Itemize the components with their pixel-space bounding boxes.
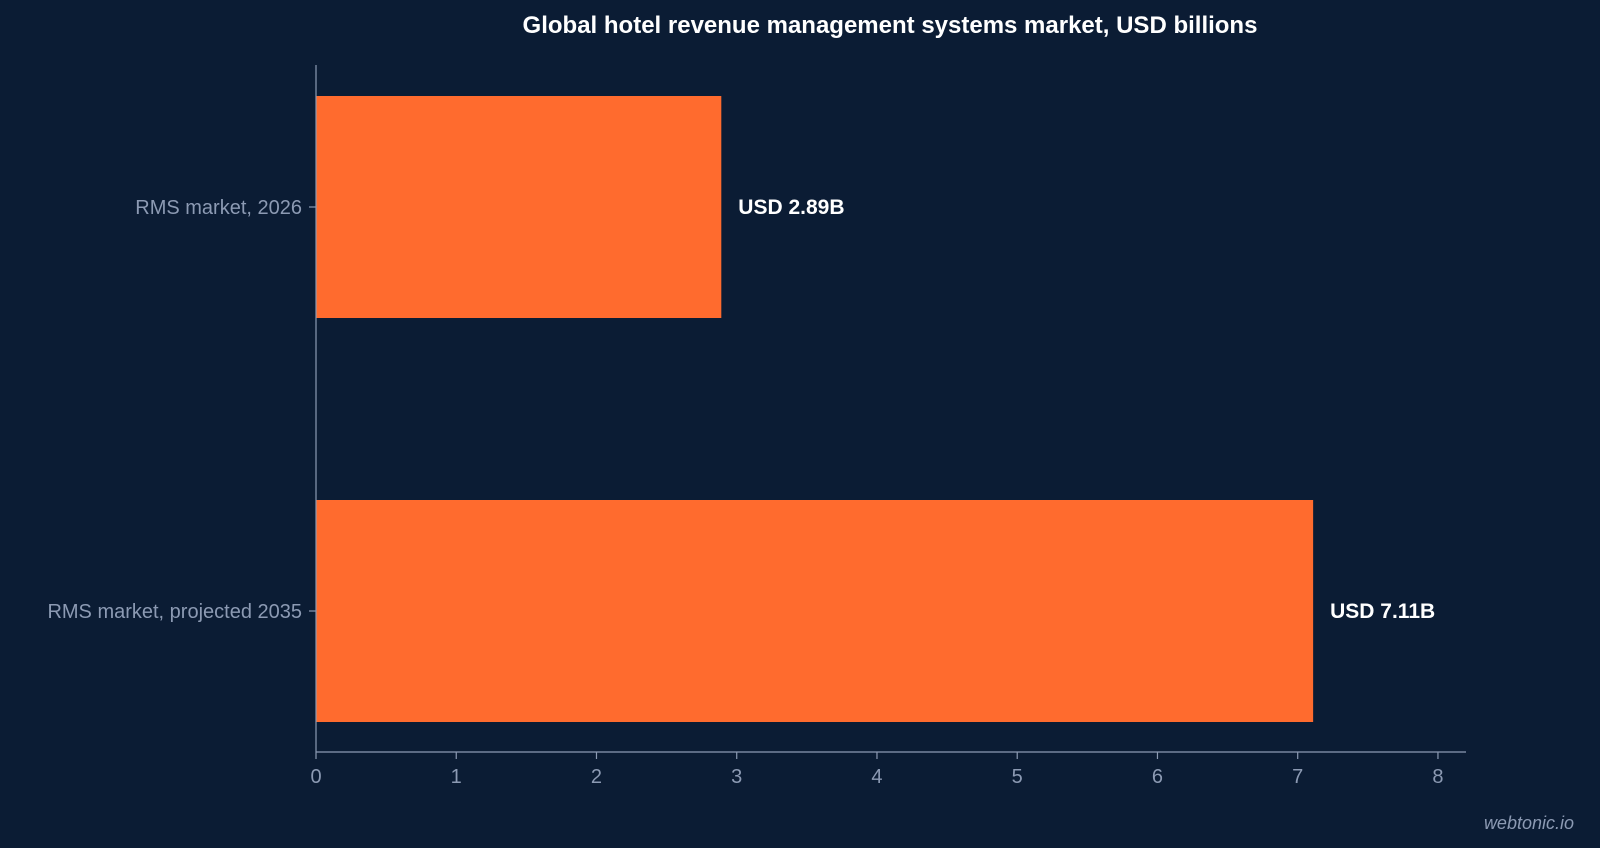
x-tick-label: 7 [1292,766,1303,788]
bar [316,96,722,318]
bar [316,500,1314,722]
x-tick-label: 0 [310,766,321,788]
data-label: USD 7.11B [1330,600,1435,623]
x-tick-label: 6 [1152,766,1163,788]
x-tick-label: 5 [1012,766,1023,788]
x-tick-label: 2 [591,766,602,788]
x-tick-label: 8 [1432,766,1443,788]
category-label: RMS market, 2026 [135,197,302,219]
x-tick-label: 4 [871,766,882,788]
labels-layer: USD 2.89B RMS market, 2026 USD 7.11B RMS ma… [47,196,1435,623]
x-tick-label: 1 [451,766,462,788]
chart-title: Global hotel revenue management systems … [522,12,1258,39]
axes-layer: 0 1 2 3 4 5 6 7 8 [309,65,1466,788]
data-label: USD 2.89B [738,196,844,219]
bars-layer [316,96,1314,722]
category-label: RMS market, projected 2035 [47,601,302,623]
x-tick-label: 3 [731,766,742,788]
watermark: webtonic.io [1483,813,1574,833]
